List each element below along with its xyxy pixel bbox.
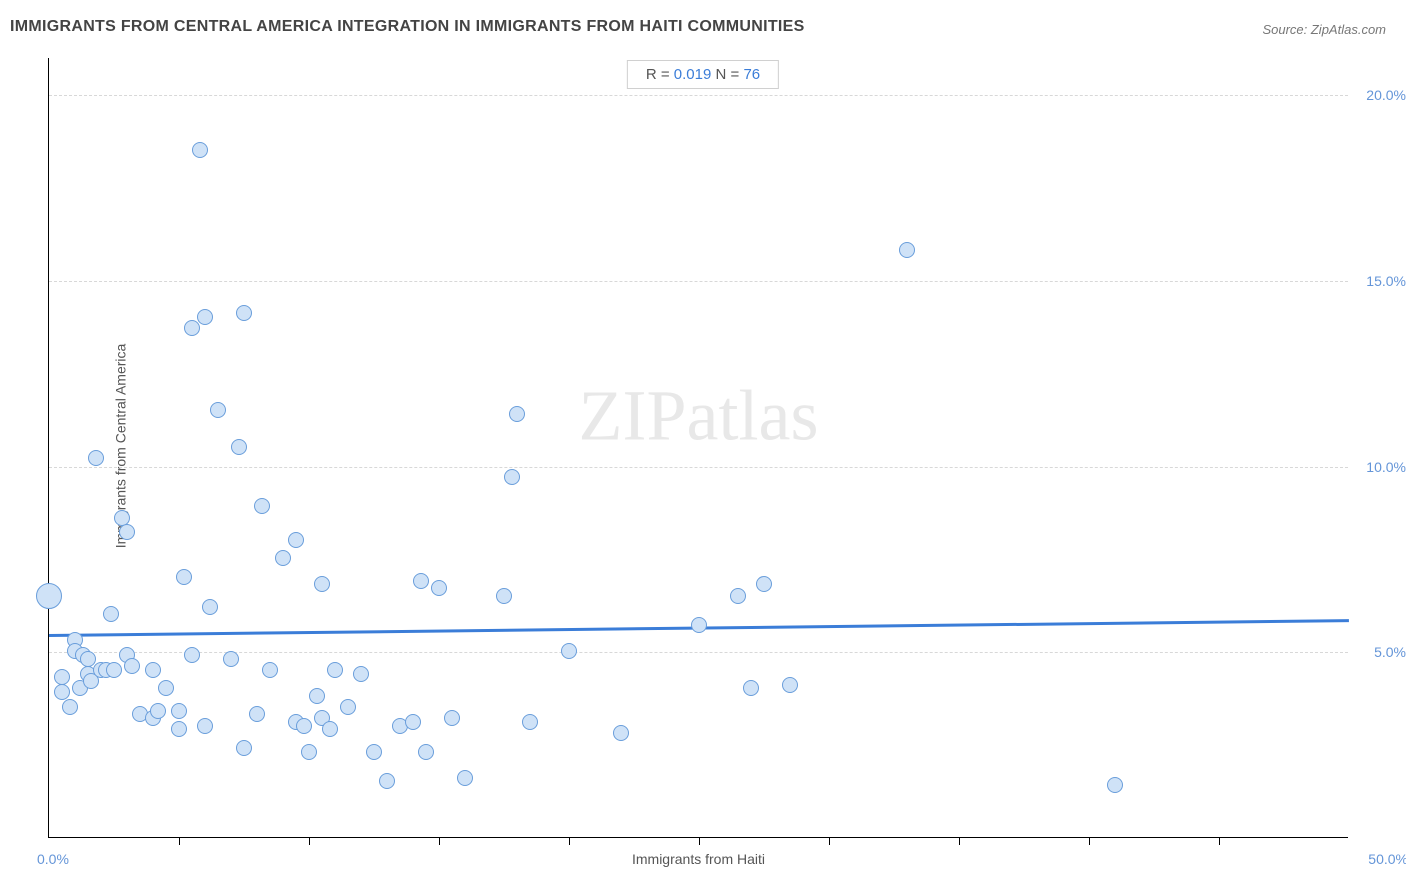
scatter-point <box>379 773 395 789</box>
x-tick <box>439 837 440 845</box>
x-max-label: 50.0% <box>1368 851 1406 867</box>
scatter-point <box>249 706 265 722</box>
scatter-point <box>192 142 208 158</box>
gridline <box>49 95 1348 96</box>
scatter-point <box>496 588 512 604</box>
scatter-point <box>202 599 218 615</box>
x-tick <box>699 837 700 845</box>
scatter-point <box>106 662 122 678</box>
scatter-point <box>124 658 140 674</box>
scatter-point <box>119 524 135 540</box>
scatter-point <box>418 744 434 760</box>
scatter-point <box>730 588 746 604</box>
chart-title: IMMIGRANTS FROM CENTRAL AMERICA INTEGRAT… <box>10 18 805 36</box>
scatter-point <box>314 576 330 592</box>
gridline <box>49 652 1348 653</box>
scatter-point <box>522 714 538 730</box>
scatter-point <box>782 677 798 693</box>
y-tick-label: 5.0% <box>1374 644 1406 660</box>
scatter-point <box>301 744 317 760</box>
scatter-point <box>184 320 200 336</box>
scatter-point <box>353 666 369 682</box>
scatter-point <box>36 583 62 609</box>
scatter-point <box>176 569 192 585</box>
scatter-point <box>197 309 213 325</box>
scatter-point <box>691 617 707 633</box>
scatter-point <box>262 662 278 678</box>
scatter-point <box>184 647 200 663</box>
scatter-point <box>54 669 70 685</box>
scatter-point <box>457 770 473 786</box>
scatter-point <box>561 643 577 659</box>
scatter-point <box>88 450 104 466</box>
scatter-point <box>62 699 78 715</box>
scatter-point <box>340 699 356 715</box>
scatter-point <box>236 740 252 756</box>
scatter-point <box>223 651 239 667</box>
gridline <box>49 281 1348 282</box>
scatter-point <box>145 662 161 678</box>
scatter-point <box>114 510 130 526</box>
y-tick-label: 15.0% <box>1366 273 1406 289</box>
scatter-point <box>309 688 325 704</box>
scatter-point <box>444 710 460 726</box>
scatter-point <box>413 573 429 589</box>
scatter-point <box>288 532 304 548</box>
scatter-point <box>197 718 213 734</box>
x-axis-label: Immigrants from Haiti <box>632 851 765 867</box>
scatter-point <box>158 680 174 696</box>
scatter-point <box>431 580 447 596</box>
scatter-point <box>366 744 382 760</box>
scatter-point <box>150 703 166 719</box>
scatter-point <box>54 684 70 700</box>
x-tick <box>309 837 310 845</box>
x-tick <box>1219 837 1220 845</box>
scatter-point <box>275 550 291 566</box>
scatter-point <box>322 721 338 737</box>
gridline <box>49 467 1348 468</box>
scatter-point <box>899 242 915 258</box>
scatter-point <box>171 703 187 719</box>
scatter-point <box>296 718 312 734</box>
x-tick <box>1089 837 1090 845</box>
scatter-point <box>509 406 525 422</box>
scatter-point <box>236 305 252 321</box>
scatter-point <box>103 606 119 622</box>
scatter-point <box>171 721 187 737</box>
scatter-point <box>504 469 520 485</box>
x-tick <box>829 837 830 845</box>
watermark: ZIPatlas <box>579 375 819 458</box>
x-tick <box>959 837 960 845</box>
y-tick-label: 10.0% <box>1366 459 1406 475</box>
x-tick <box>179 837 180 845</box>
source-label: Source: ZipAtlas.com <box>1262 22 1386 37</box>
plot-area: ZIPatlas 0.0% 50.0% Immigrants from Hait… <box>48 58 1348 838</box>
x-min-label: 0.0% <box>37 851 69 867</box>
scatter-point <box>210 402 226 418</box>
scatter-point <box>756 576 772 592</box>
scatter-point <box>743 680 759 696</box>
scatter-point <box>1107 777 1123 793</box>
scatter-point <box>613 725 629 741</box>
y-tick-label: 20.0% <box>1366 87 1406 103</box>
scatter-point <box>231 439 247 455</box>
scatter-point <box>405 714 421 730</box>
scatter-point <box>254 498 270 514</box>
x-tick <box>569 837 570 845</box>
scatter-point <box>327 662 343 678</box>
